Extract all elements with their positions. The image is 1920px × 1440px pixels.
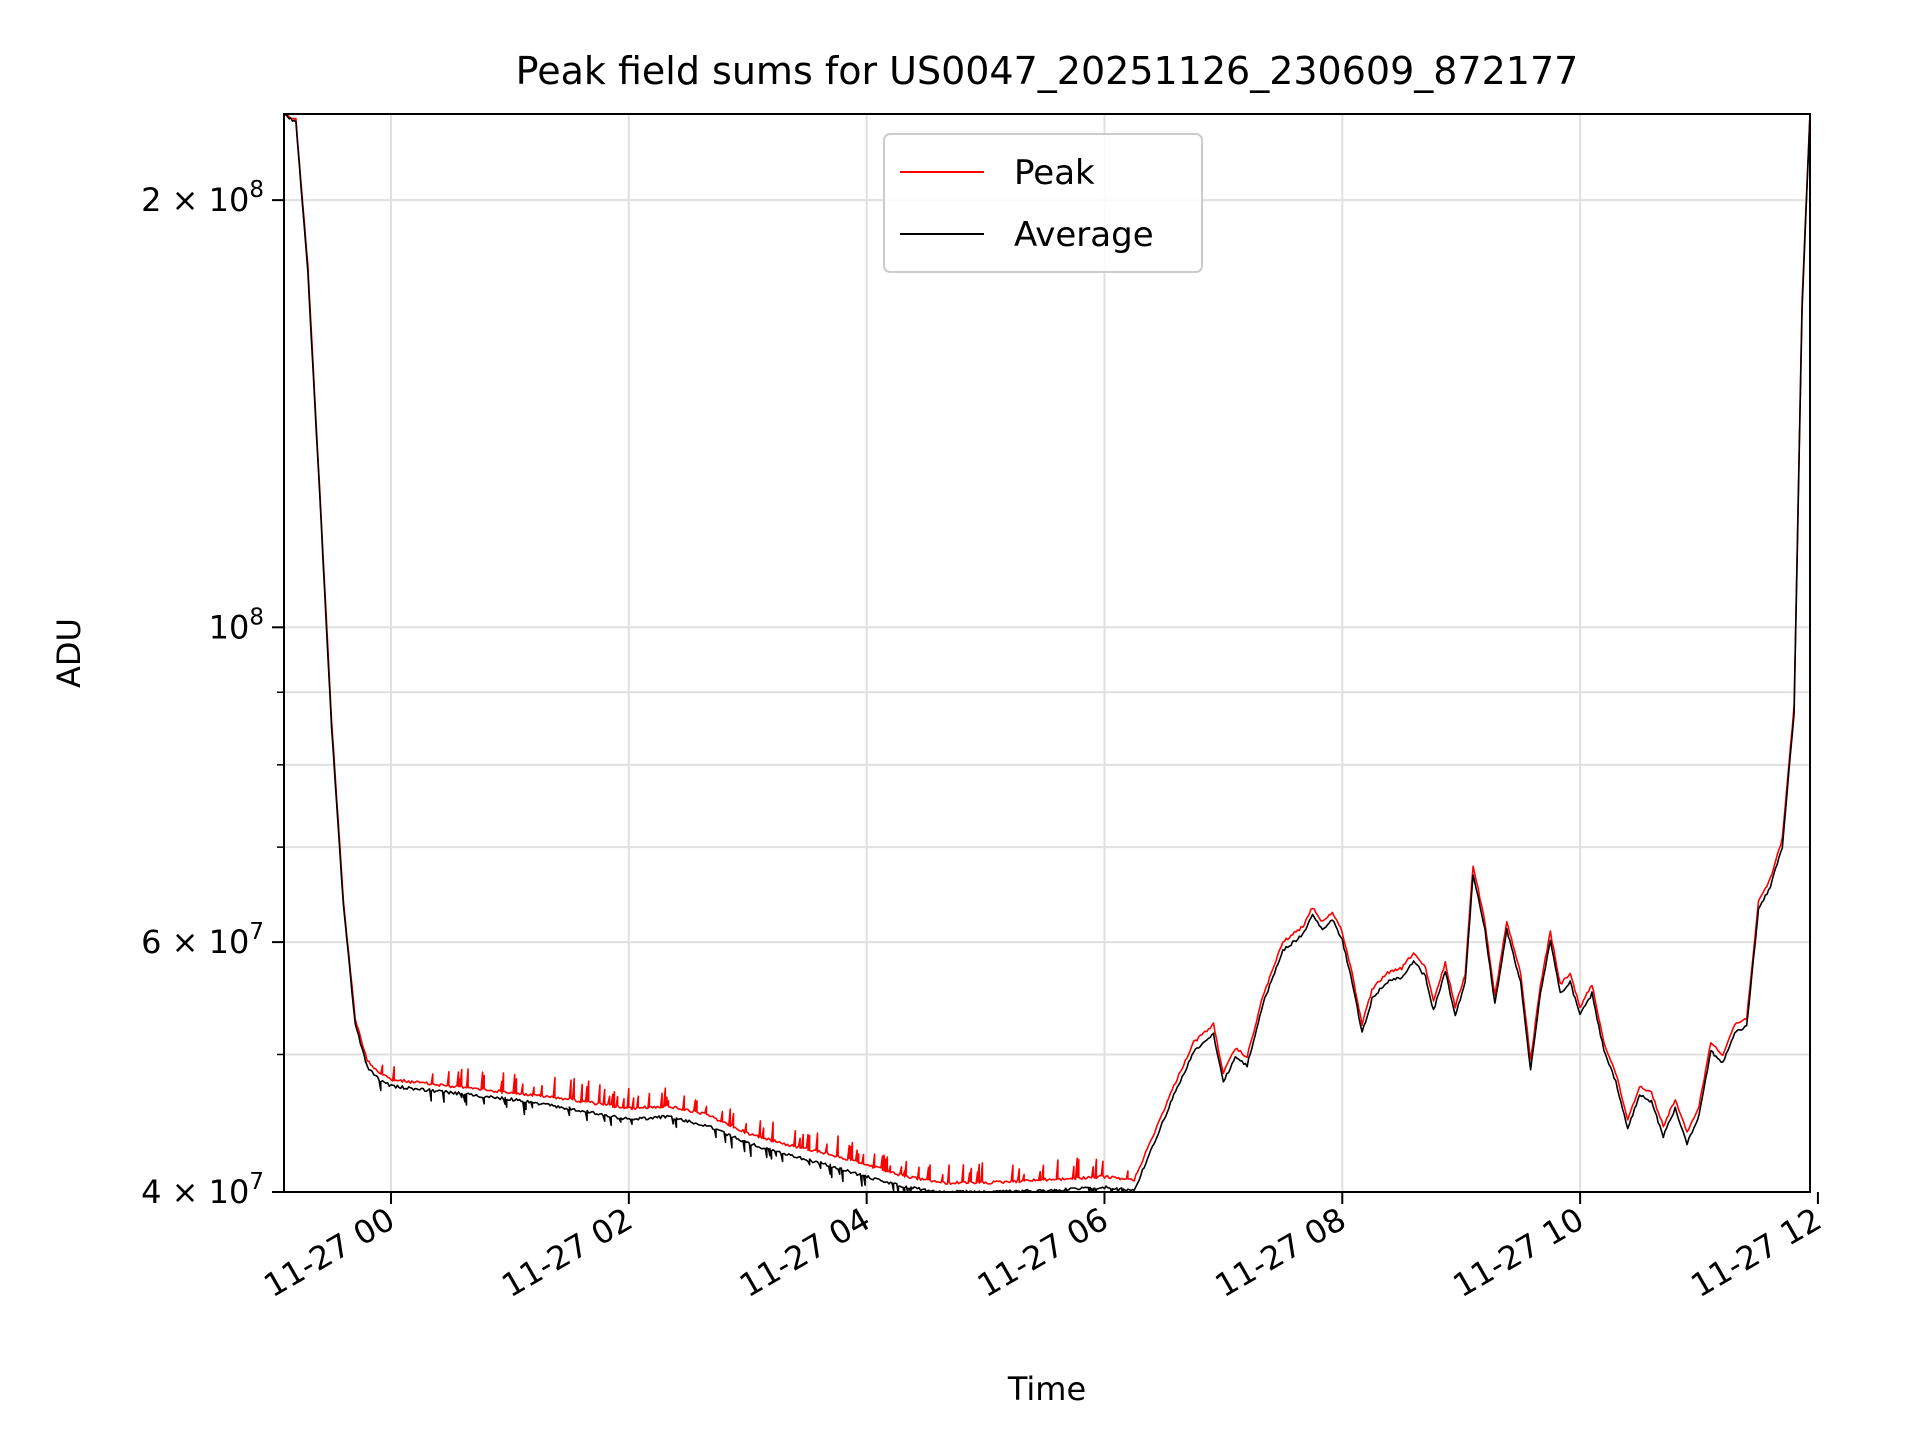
y-axis-label: ADU — [50, 618, 88, 688]
plot-frame — [283, 113, 1811, 1193]
legend-label-average: Average — [1014, 215, 1154, 255]
legend-label-peak: Peak — [1014, 153, 1095, 193]
legend-box — [883, 133, 1203, 273]
chart-title: Peak field sums for US0047_20251126_2306… — [516, 49, 1579, 93]
grid — [284, 114, 1810, 1192]
y-tick-label: 4 × 107 — [141, 1169, 264, 1211]
y-tick-label: 108 — [209, 604, 264, 646]
y-axis: 4 × 107 6 × 107 108 2 × 108 — [141, 177, 284, 1211]
series-line-peak — [284, 114, 1810, 1185]
y-tick-label: 2 × 108 — [141, 177, 264, 219]
y-tick-label: 6 × 107 — [141, 919, 264, 961]
legend: Peak Average — [883, 133, 1203, 273]
x-axis-label: Time — [1007, 1370, 1086, 1408]
